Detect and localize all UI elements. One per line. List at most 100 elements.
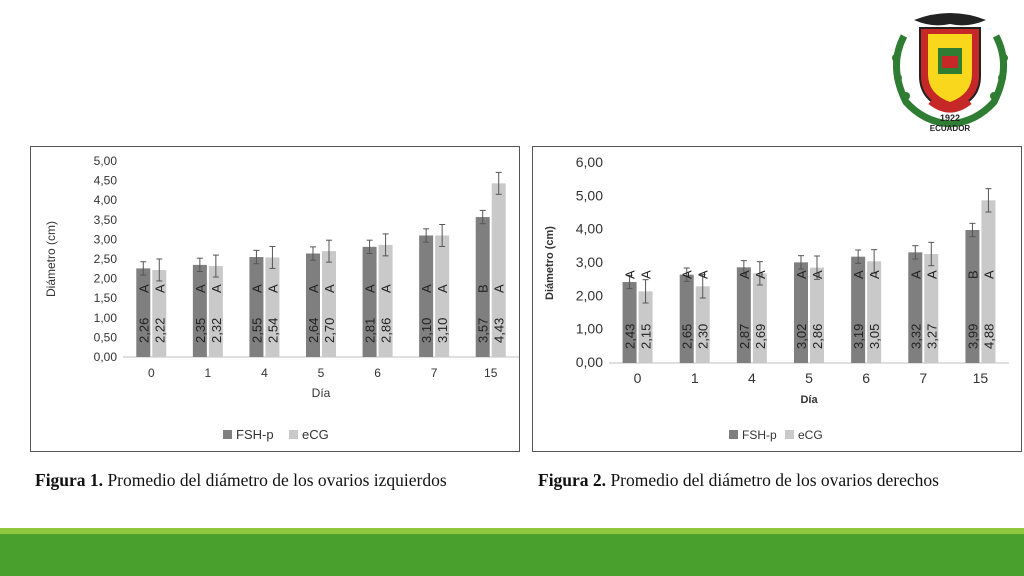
figure-2-text: Promedio del diámetro de los ovarios der…	[606, 470, 939, 490]
data-label: 2,26	[136, 318, 151, 343]
bar-ecg	[378, 244, 393, 357]
x-tick-label: 15	[484, 366, 498, 380]
data-label: 2,54	[265, 318, 280, 343]
significance-letter: A	[794, 270, 809, 279]
significance-letter: A	[924, 270, 939, 279]
x-tick-label: 0	[148, 366, 155, 380]
significance-letter: A	[152, 284, 167, 293]
bar-fsh-p	[419, 235, 434, 357]
significance-letter: A	[623, 270, 638, 279]
x-tick-label: 15	[973, 370, 989, 386]
significance-letter: A	[322, 284, 337, 293]
significance-letter: A	[696, 270, 711, 279]
data-label: 2,86	[379, 318, 394, 343]
significance-letter: A	[981, 270, 996, 279]
significance-letter: A	[265, 284, 280, 293]
data-label: 2,70	[322, 318, 337, 343]
legend-swatch-fsh-p	[729, 430, 738, 439]
legend-label-ecg: eCG	[798, 428, 823, 442]
bar-fsh-p	[362, 246, 377, 357]
bar-fsh-p	[249, 257, 264, 357]
significance-letter: A	[680, 270, 695, 279]
y-tick-label: 4,00	[576, 221, 603, 237]
significance-letter: A	[193, 284, 208, 293]
data-label: 3,02	[794, 324, 809, 349]
y-axis-title: Diámetro (cm)	[544, 226, 556, 300]
y-axis-title: Diámetro (cm)	[44, 221, 58, 297]
y-tick-label: 0,00	[576, 354, 603, 370]
significance-letter: A	[435, 284, 450, 293]
bar-ecg	[810, 267, 824, 363]
shield-icon	[919, 27, 981, 113]
legend-swatch-fsh-p	[223, 430, 232, 439]
chart-right-ovary-svg: 0,00 1,00 2,00 3,00 4,00 5,00 6,00 0 2,43 A 2,15 A 1…	[544, 154, 1009, 442]
y-tick-label: 1,50	[94, 291, 118, 305]
significance-letter: A	[867, 270, 882, 279]
data-label: 3,57	[476, 318, 491, 343]
y-tick-label: 0,00	[94, 350, 118, 364]
bar-fsh-p	[136, 268, 151, 357]
bar-fsh-p	[306, 253, 320, 357]
x-tick-label: 4	[748, 370, 756, 386]
data-label: 2,43	[623, 324, 638, 349]
significance-letter: B	[476, 284, 491, 293]
data-label: 3,99	[965, 324, 980, 349]
x-tick-label: 7	[431, 366, 438, 380]
legend-label-fsh-p: FSH-p	[742, 428, 777, 442]
figure-2-label: Figura 2.	[538, 470, 607, 490]
bar-fsh-p	[736, 267, 751, 363]
data-label: 2,35	[193, 318, 208, 343]
significance-letter: A	[492, 284, 507, 293]
data-label: 2,15	[639, 324, 654, 349]
figure-1-caption: Figura 1. Promedio del diámetro de los o…	[35, 470, 447, 491]
x-tick-label: 5	[805, 370, 813, 386]
x-tick-label: 1	[691, 370, 699, 386]
bar-ecg	[265, 257, 280, 357]
y-tick-label: 1,00	[576, 321, 603, 337]
y-tick-label: 0,50	[94, 330, 118, 344]
data-label: 3,10	[419, 318, 434, 343]
bar-ecg	[695, 286, 710, 363]
logo-country: ECUADOR	[930, 124, 971, 133]
footer-band-dark	[0, 534, 1024, 576]
bar-ecg	[752, 273, 767, 363]
data-label: 2,65	[680, 324, 695, 349]
x-tick-label: 7	[919, 370, 927, 386]
data-label: 3,19	[851, 324, 866, 349]
data-label: 4,88	[981, 324, 996, 349]
data-label: 2,87	[737, 324, 752, 349]
x-tick-label: 6	[374, 366, 381, 380]
legend-swatch-ecg	[289, 430, 298, 439]
data-label: 2,22	[152, 318, 167, 343]
bar-ecg	[152, 269, 167, 357]
significance-letter: A	[810, 270, 825, 279]
y-tick-label: 2,00	[94, 272, 118, 286]
bar-ecg	[638, 291, 653, 363]
data-label: 4,43	[492, 318, 507, 343]
bar-ecg	[322, 251, 336, 357]
data-label: 3,32	[908, 324, 923, 349]
bar-ecg	[435, 235, 450, 357]
figure-1-text: Promedio del diámetro de los ovarios izq…	[103, 470, 447, 490]
bar-ecg	[491, 183, 506, 357]
y-tick-label: 5,00	[576, 187, 603, 203]
university-logo: 1922 ECUADOR	[892, 13, 1008, 133]
data-label: 2,55	[249, 318, 264, 343]
data-label: 2,30	[696, 324, 711, 349]
legend-label-ecg: eCG	[302, 427, 329, 442]
laurel-wreath	[892, 34, 1008, 128]
bar-fsh-p	[908, 252, 923, 363]
significance-letter: A	[753, 270, 768, 279]
y-tick-label: 4,50	[94, 174, 118, 188]
figure-1-label: Figura 1.	[35, 470, 104, 490]
x-axis-title: Día	[800, 394, 818, 406]
y-tick-label: 3,00	[94, 232, 118, 246]
significance-letter: A	[851, 270, 866, 279]
y-tick-label: 3,50	[94, 213, 118, 227]
y-tick-label: 5,00	[94, 154, 118, 168]
significance-letter: A	[419, 284, 434, 293]
chart-right-ovary: 0,00 1,00 2,00 3,00 4,00 5,00 6,00 0 2,43 A 2,15 A 1…	[532, 146, 1022, 452]
x-tick-label: 0	[634, 370, 642, 386]
y-tick-label: 3,00	[576, 254, 603, 270]
data-label: 2,69	[753, 324, 768, 349]
